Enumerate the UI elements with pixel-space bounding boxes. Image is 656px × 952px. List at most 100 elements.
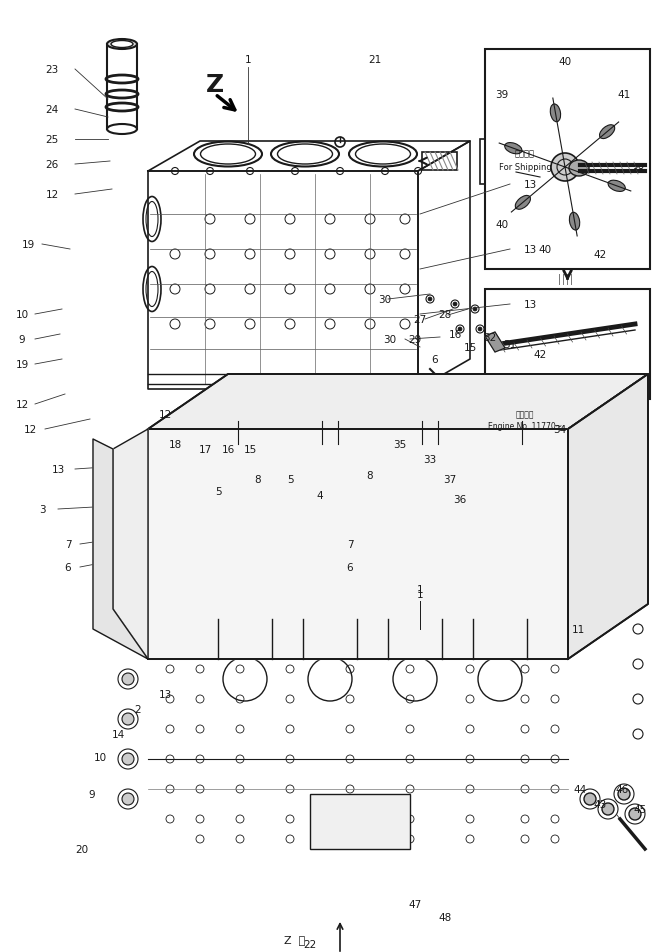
Text: 6: 6: [65, 563, 72, 572]
Circle shape: [478, 327, 482, 331]
Text: Engine No. 11770~: Engine No. 11770~: [488, 422, 562, 431]
Text: Z  梵: Z 梵: [284, 934, 306, 944]
Text: 42: 42: [533, 349, 546, 360]
Text: 39: 39: [495, 89, 508, 100]
Circle shape: [428, 298, 432, 302]
Text: 2: 2: [134, 704, 141, 714]
Circle shape: [602, 803, 614, 815]
Text: 40: 40: [495, 220, 508, 229]
Text: 42: 42: [594, 249, 607, 260]
Text: 37: 37: [443, 474, 457, 485]
Text: 15: 15: [243, 445, 256, 454]
Polygon shape: [93, 440, 148, 660]
Text: 20: 20: [75, 844, 89, 854]
Circle shape: [122, 673, 134, 685]
Text: 5: 5: [215, 486, 221, 497]
Bar: [422, 153, 457, 170]
Text: 27: 27: [413, 315, 426, 325]
Circle shape: [551, 154, 579, 182]
Text: 10: 10: [16, 309, 29, 320]
Text: 12: 12: [15, 400, 29, 409]
Text: Z: Z: [206, 73, 224, 97]
Text: 34: 34: [554, 425, 567, 434]
Ellipse shape: [111, 42, 133, 49]
Ellipse shape: [569, 161, 589, 177]
Circle shape: [618, 788, 630, 801]
Text: 逍機部品: 逍機部品: [515, 149, 535, 158]
Text: 14: 14: [112, 729, 125, 739]
Ellipse shape: [569, 213, 580, 230]
Text: 1: 1: [417, 589, 423, 600]
Text: 21: 21: [369, 55, 382, 65]
Text: 10: 10: [93, 752, 106, 763]
Text: 5: 5: [287, 474, 293, 485]
Circle shape: [122, 753, 134, 765]
Text: 13: 13: [523, 300, 537, 309]
Text: 29: 29: [409, 335, 422, 345]
Text: 23: 23: [45, 65, 58, 75]
Text: 44: 44: [573, 784, 586, 794]
Text: 25: 25: [45, 135, 58, 145]
Text: 45: 45: [634, 804, 647, 814]
Text: 26: 26: [45, 160, 58, 169]
Polygon shape: [148, 374, 648, 429]
Text: 48: 48: [438, 912, 451, 922]
Text: 32: 32: [483, 332, 497, 343]
Text: 40: 40: [539, 245, 552, 255]
Text: 19: 19: [22, 240, 35, 249]
Text: 7: 7: [65, 540, 72, 549]
Text: 18: 18: [169, 440, 182, 449]
Circle shape: [498, 323, 502, 327]
Bar: [485, 50, 650, 269]
Text: 31: 31: [503, 340, 517, 349]
Bar: [485, 289, 650, 400]
Text: 6: 6: [432, 355, 438, 365]
Text: 16: 16: [448, 329, 462, 340]
Text: 13: 13: [523, 180, 537, 189]
Text: 3: 3: [39, 505, 45, 514]
Circle shape: [458, 327, 462, 331]
Ellipse shape: [107, 125, 137, 135]
Text: 6: 6: [346, 563, 354, 572]
Ellipse shape: [504, 144, 522, 154]
Circle shape: [122, 793, 134, 805]
Ellipse shape: [600, 126, 615, 139]
Text: 15: 15: [463, 343, 477, 352]
Text: 13: 13: [158, 689, 172, 700]
Text: 17: 17: [198, 445, 212, 454]
Circle shape: [473, 307, 477, 311]
Text: 41: 41: [617, 89, 630, 100]
Ellipse shape: [515, 196, 531, 210]
Text: 35: 35: [394, 440, 407, 449]
Text: 7: 7: [346, 540, 354, 549]
Text: 43: 43: [594, 799, 607, 809]
Text: 適用番号: 適用番号: [516, 410, 534, 419]
Circle shape: [498, 343, 502, 347]
Text: For Shipping: For Shipping: [499, 164, 552, 172]
Bar: [310, 794, 410, 849]
Circle shape: [584, 793, 596, 805]
Text: 19: 19: [15, 360, 29, 369]
Circle shape: [453, 303, 457, 307]
Text: 22: 22: [303, 939, 317, 949]
Circle shape: [122, 713, 134, 725]
Polygon shape: [113, 429, 148, 660]
Text: 11: 11: [571, 625, 584, 634]
Text: 28: 28: [438, 309, 451, 320]
Text: 8: 8: [367, 470, 373, 481]
Text: 9: 9: [18, 335, 26, 345]
Text: 30: 30: [384, 335, 397, 345]
Text: 1: 1: [417, 585, 423, 594]
Text: 4: 4: [317, 490, 323, 501]
Bar: [480, 140, 570, 185]
Text: 12: 12: [158, 409, 172, 420]
Text: 13: 13: [523, 245, 537, 255]
Text: 12: 12: [45, 189, 58, 200]
Polygon shape: [485, 332, 505, 352]
Text: 40: 40: [558, 57, 571, 67]
Text: 36: 36: [453, 494, 466, 505]
Text: 47: 47: [409, 899, 422, 909]
Text: 16: 16: [221, 445, 235, 454]
Ellipse shape: [608, 181, 625, 192]
Text: 12: 12: [24, 425, 37, 434]
